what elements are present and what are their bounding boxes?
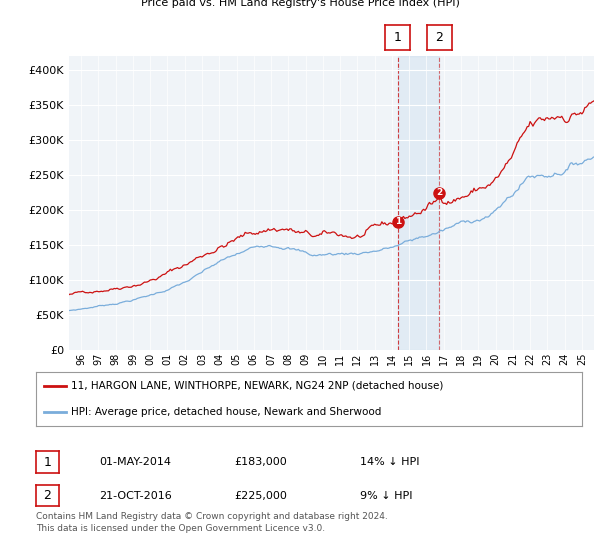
Bar: [398, 56, 439, 350]
Text: 2: 2: [43, 489, 52, 502]
Text: 2: 2: [436, 188, 443, 197]
Text: 01-MAY-2014: 01-MAY-2014: [99, 457, 171, 467]
Text: 1: 1: [394, 31, 401, 44]
Text: 21-OCT-2016: 21-OCT-2016: [99, 491, 172, 501]
Text: £183,000: £183,000: [234, 457, 287, 467]
Text: Price paid vs. HM Land Registry's House Price Index (HPI): Price paid vs. HM Land Registry's House …: [140, 0, 460, 8]
Text: 1: 1: [43, 455, 52, 469]
Text: 9% ↓ HPI: 9% ↓ HPI: [360, 491, 413, 501]
Text: 14% ↓ HPI: 14% ↓ HPI: [360, 457, 419, 467]
Text: 1: 1: [395, 217, 401, 226]
Text: £225,000: £225,000: [234, 491, 287, 501]
Text: Contains HM Land Registry data © Crown copyright and database right 2024.
This d: Contains HM Land Registry data © Crown c…: [36, 512, 388, 533]
Text: HPI: Average price, detached house, Newark and Sherwood: HPI: Average price, detached house, Newa…: [71, 407, 382, 417]
Text: 2: 2: [436, 31, 443, 44]
Text: 11, HARGON LANE, WINTHORPE, NEWARK, NG24 2NP (detached house): 11, HARGON LANE, WINTHORPE, NEWARK, NG24…: [71, 381, 444, 391]
